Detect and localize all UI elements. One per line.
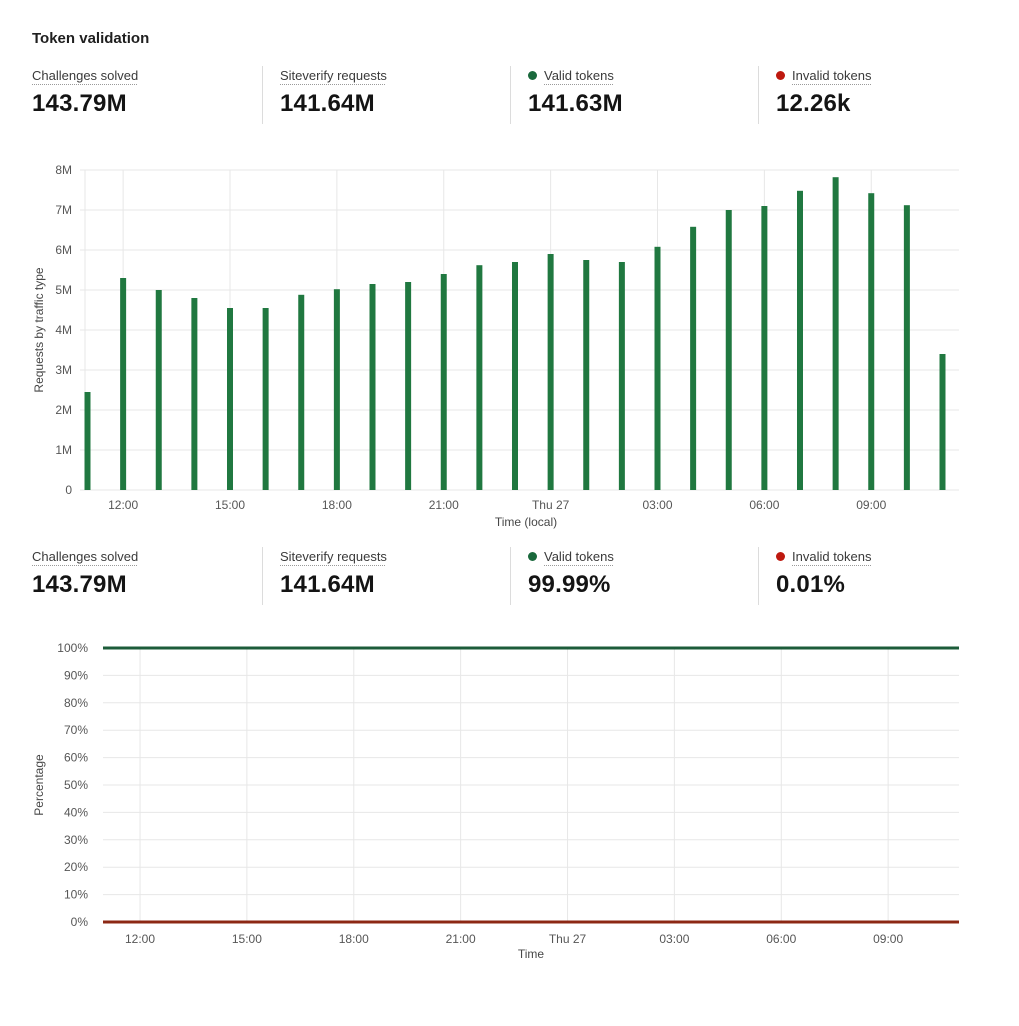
x-tick-label: 03:00: [659, 932, 689, 946]
stats-row-counts: Challenges solved 143.79M Siteverify req…: [32, 66, 988, 124]
x-tick-label: 15:00: [215, 498, 245, 512]
stat-challenges-solved: Challenges solved 143.79M: [32, 547, 262, 605]
y-tick-label: 40%: [64, 805, 88, 819]
y-tick-label: 50%: [64, 778, 88, 792]
x-axis-title: Time (local): [495, 515, 557, 529]
y-tick-label: 60%: [64, 751, 88, 765]
bar-valid-tokens[interactable]: [476, 265, 483, 490]
stat-value: 141.64M: [280, 90, 375, 117]
stat-label[interactable]: Valid tokens: [544, 549, 614, 564]
x-tick-label: 18:00: [322, 498, 352, 512]
bar-valid-tokens[interactable]: [440, 274, 447, 490]
stat-value: 99.99%: [528, 571, 611, 598]
bar-valid-tokens[interactable]: [262, 308, 269, 490]
y-tick-label: 3M: [55, 363, 72, 377]
x-tick-label: 21:00: [446, 932, 476, 946]
y-tick-label: 100%: [57, 641, 88, 655]
x-tick-label: 03:00: [642, 498, 672, 512]
bar-valid-tokens[interactable]: [654, 246, 661, 490]
stat-label[interactable]: Siteverify requests: [280, 68, 387, 83]
bar-valid-tokens[interactable]: [690, 226, 697, 491]
y-tick-label: 70%: [64, 723, 88, 737]
requests-by-traffic-type-bar-chart[interactable]: 0 1M 2M 3M 4M 5M 6M 7M 8M 12:00 15:00 18:00 21:00 Thu…: [0, 158, 1019, 534]
x-tick-label: Thu 27: [549, 932, 587, 946]
bar-valid-tokens[interactable]: [547, 254, 554, 490]
stat-label[interactable]: Invalid tokens: [792, 549, 872, 564]
stat-value: 143.79M: [32, 571, 127, 598]
y-tick-label: 8M: [55, 163, 72, 177]
stat-value: 143.79M: [32, 90, 127, 117]
bar-valid-tokens[interactable]: [797, 190, 803, 491]
bar-valid-tokens[interactable]: [725, 210, 732, 490]
y-tick-label: 0: [65, 483, 72, 497]
y-tick-label: 10%: [64, 888, 88, 902]
x-tick-label: 15:00: [232, 932, 262, 946]
x-tick-label: 06:00: [766, 932, 796, 946]
x-tick-label: 09:00: [873, 932, 903, 946]
stat-value: 12.26k: [776, 90, 851, 117]
bar-valid-tokens[interactable]: [227, 308, 233, 490]
y-tick-label: 4M: [55, 323, 72, 337]
bar-valid-tokens[interactable]: [868, 193, 875, 490]
y-tick-label: 20%: [64, 860, 88, 874]
y-axis-title: Requests by traffic type: [32, 267, 46, 393]
page-title: Token validation: [32, 30, 150, 47]
y-tick-label: 1M: [55, 443, 72, 457]
x-tick-label: 06:00: [749, 498, 779, 512]
stat-value: 0.01%: [776, 571, 846, 598]
y-tick-label: 2M: [55, 403, 72, 417]
y-tick-label: 80%: [64, 696, 88, 710]
bar-valid-tokens[interactable]: [903, 205, 910, 490]
stat-label[interactable]: Challenges solved: [32, 68, 139, 83]
stat-invalid-tokens: Invalid tokens 12.26k: [758, 66, 988, 124]
bar-valid-tokens[interactable]: [832, 177, 839, 490]
bar-valid-tokens[interactable]: [191, 298, 198, 490]
stat-valid-tokens-pct: Valid tokens 99.99%: [510, 547, 758, 605]
stat-label[interactable]: Siteverify requests: [280, 549, 387, 564]
y-axis-title: Percentage: [32, 754, 46, 816]
x-tick-label: 09:00: [856, 498, 886, 512]
stat-value: 141.64M: [280, 571, 375, 598]
bar-valid-tokens[interactable]: [512, 262, 518, 490]
stat-label[interactable]: Challenges solved: [32, 549, 139, 564]
x-axis-title: Time: [518, 947, 545, 961]
stat-label[interactable]: Valid tokens: [544, 68, 614, 83]
stat-invalid-tokens-pct: Invalid tokens 0.01%: [758, 547, 988, 605]
x-tick-label: Thu 27: [532, 498, 570, 512]
bar-valid-tokens[interactable]: [761, 206, 768, 490]
green-dot-icon: [528, 71, 537, 80]
bar-valid-tokens[interactable]: [583, 260, 590, 490]
stat-value: 141.63M: [528, 90, 623, 117]
x-tick-label: 12:00: [125, 932, 155, 946]
x-tick-label: 12:00: [108, 498, 138, 512]
y-tick-label: 0%: [71, 915, 89, 929]
stat-challenges-solved: Challenges solved 143.79M: [32, 66, 262, 124]
bar-valid-tokens[interactable]: [405, 282, 412, 490]
y-tick-label: 6M: [55, 243, 72, 257]
y-tick-label: 30%: [64, 833, 88, 847]
bar-valid-tokens[interactable]: [333, 289, 340, 490]
x-tick-label: 21:00: [429, 498, 459, 512]
bar-valid-tokens[interactable]: [120, 278, 127, 490]
x-tick-label: 18:00: [339, 932, 369, 946]
y-tick-label: 90%: [64, 668, 88, 682]
bar-valid-tokens[interactable]: [618, 262, 625, 490]
stat-siteverify-requests: Siteverify requests 141.64M: [262, 66, 510, 124]
stats-row-percentages: Challenges solved 143.79M Siteverify req…: [32, 547, 988, 605]
stat-valid-tokens: Valid tokens 141.63M: [510, 66, 758, 124]
bar-valid-tokens[interactable]: [84, 392, 91, 490]
token-percentage-line-chart[interactable]: 0% 10% 20% 30% 40% 50% 60% 70% 80% 90% 100% 12:00 15…: [0, 634, 1019, 974]
y-tick-label: 5M: [55, 283, 72, 297]
bar-valid-tokens[interactable]: [369, 284, 376, 490]
red-dot-icon: [776, 552, 785, 561]
stat-siteverify-requests: Siteverify requests 141.64M: [262, 547, 510, 605]
bar-valid-tokens[interactable]: [298, 294, 305, 490]
stat-label[interactable]: Invalid tokens: [792, 68, 872, 83]
y-tick-label: 7M: [55, 203, 72, 217]
bar-valid-tokens[interactable]: [155, 290, 162, 490]
green-dot-icon: [528, 552, 537, 561]
red-dot-icon: [776, 71, 785, 80]
bar-valid-tokens[interactable]: [939, 354, 946, 490]
